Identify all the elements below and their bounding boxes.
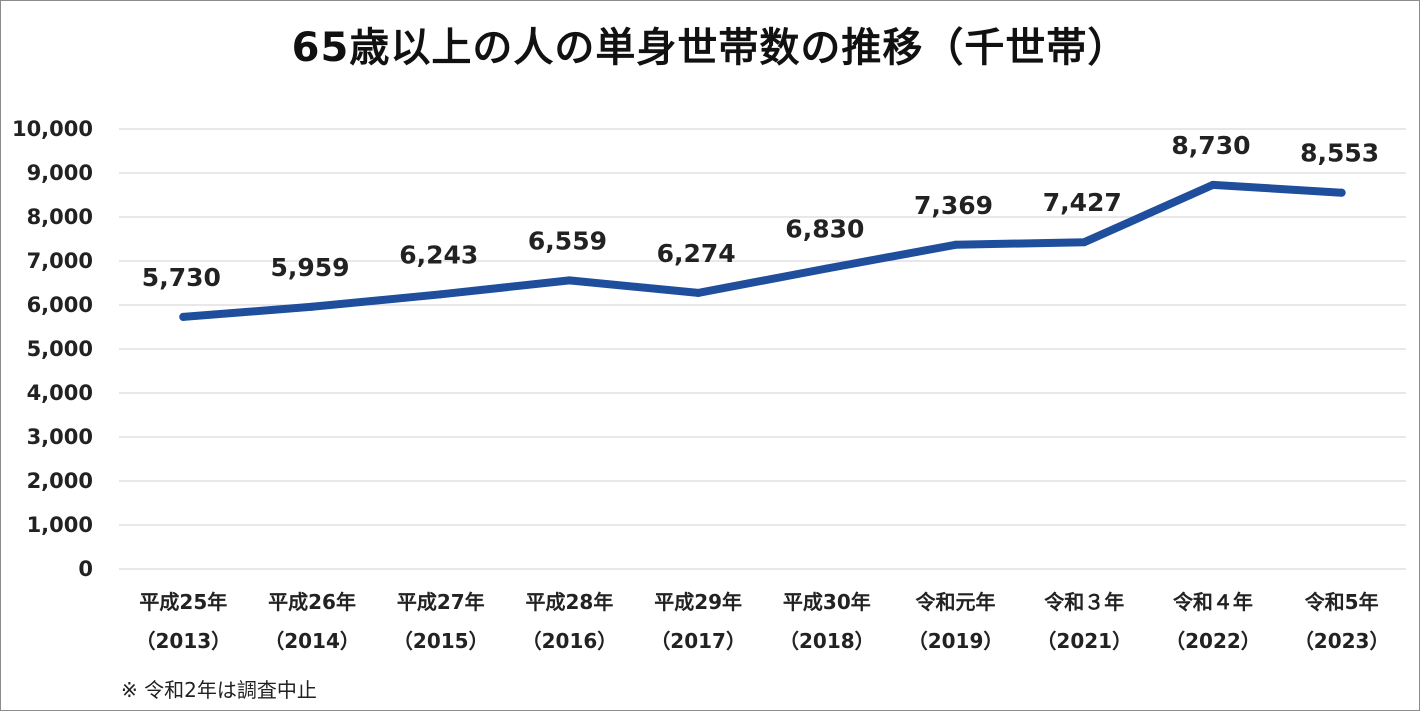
y-tick-label: 1,000 [27, 513, 93, 537]
series-line [179, 180, 1346, 321]
data-point [694, 288, 703, 297]
x-tick-label: （2018） [779, 629, 875, 653]
data-point [1080, 238, 1089, 247]
data-label: 6,274 [657, 239, 736, 268]
y-tick-label: 7,000 [27, 249, 93, 273]
data-label: 6,830 [785, 214, 864, 243]
data-point [308, 302, 317, 311]
data-label: 7,427 [1043, 188, 1122, 217]
data-label: 8,553 [1300, 139, 1379, 168]
data-label: 8,730 [1171, 131, 1250, 160]
x-tick-label: 令和5年 [1305, 590, 1379, 614]
y-tick-label: 6,000 [27, 293, 93, 317]
y-tick-label: 3,000 [27, 425, 93, 449]
x-tick-label: 令和４年 [1173, 590, 1253, 614]
data-point [565, 276, 574, 285]
x-tick-label: 令和元年 [916, 590, 996, 614]
x-tick-label: 平成27年 [397, 590, 485, 614]
x-tick-label: （2016） [522, 629, 618, 653]
y-tick-label: 0 [78, 557, 93, 581]
data-label: 7,369 [914, 191, 993, 220]
x-tick-label: 平成25年 [139, 590, 227, 614]
y-tick-label: 4,000 [27, 381, 93, 405]
data-point [436, 290, 445, 299]
y-tick-label: 2,000 [27, 469, 93, 493]
x-tick-label: 平成30年 [783, 590, 871, 614]
chart-title: 65歳以上の人の単身世帯数の推移（千世帯） [291, 25, 1129, 71]
data-point [1337, 188, 1346, 197]
data-label: 5,730 [142, 263, 221, 292]
x-tick-label: （2019） [908, 629, 1004, 653]
data-label: 5,959 [271, 253, 350, 282]
data-point [951, 240, 960, 249]
footnote: ※ 令和2年は調査中止 [121, 678, 317, 702]
y-tick-label: 9,000 [27, 161, 93, 185]
x-tick-label: （2014） [264, 629, 360, 653]
x-tick-label: 平成28年 [526, 590, 614, 614]
y-tick-label: 8,000 [27, 205, 93, 229]
data-point [179, 312, 188, 321]
x-tick-label: （2023） [1294, 629, 1390, 653]
x-tick-label: （2022） [1165, 629, 1261, 653]
x-tick-label: （2013） [136, 629, 232, 653]
x-tick-label: 令和３年 [1044, 590, 1124, 614]
x-tick-label: 平成29年 [654, 590, 742, 614]
y-tick-label: 5,000 [27, 337, 93, 361]
x-tick-label: （2021） [1036, 629, 1132, 653]
data-point [822, 264, 831, 273]
x-tick-label: 平成26年 [268, 590, 356, 614]
x-tick-label: （2015） [393, 629, 489, 653]
data-point [1208, 180, 1217, 189]
data-label: 6,559 [528, 226, 607, 255]
x-tick-label: （2017） [650, 629, 746, 653]
y-tick-label: 10,000 [12, 117, 93, 141]
data-label: 6,243 [399, 240, 478, 269]
